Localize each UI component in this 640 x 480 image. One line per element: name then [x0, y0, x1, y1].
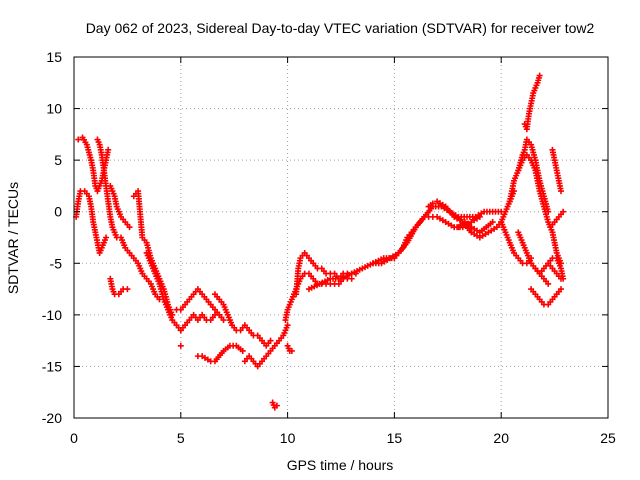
- series-trace-d: [107, 182, 133, 231]
- data-point: [560, 275, 567, 282]
- x-tick-label: 20: [493, 430, 509, 446]
- series-trace-a: [73, 188, 110, 256]
- data-point: [220, 317, 227, 324]
- data-point: [429, 200, 436, 207]
- data-point: [126, 224, 133, 231]
- data-markers: [73, 72, 567, 411]
- y-tick-label: 5: [54, 152, 62, 168]
- y-tick-label: -15: [42, 358, 62, 374]
- data-point: [284, 322, 291, 329]
- series-trace-c: [94, 136, 120, 241]
- x-tick-label: 25: [600, 430, 616, 446]
- series-trace-p: [284, 342, 295, 354]
- y-tick-label: -5: [50, 255, 63, 271]
- y-axis-title: SDTVAR / TECUs: [5, 182, 21, 294]
- data-point: [177, 342, 184, 349]
- data-point: [273, 402, 280, 409]
- grid-lines: [74, 57, 608, 418]
- series-trace-g: [130, 188, 176, 318]
- data-point: [75, 136, 82, 143]
- series-trace-z: [521, 72, 543, 133]
- series-trace-v: [455, 219, 496, 236]
- plot-frame: [73, 56, 609, 419]
- data-point: [558, 188, 565, 195]
- x-axis-title: GPS time / hours: [287, 457, 394, 473]
- data-point: [560, 208, 567, 215]
- data-point: [558, 286, 565, 293]
- series-trace-i: [173, 286, 227, 324]
- series-trace-ae: [549, 146, 565, 195]
- series-trace-f: [117, 234, 163, 303]
- data-point: [288, 347, 295, 354]
- series-trace-k: [211, 291, 274, 349]
- series-trace-t: [370, 203, 505, 267]
- series-trace-e: [107, 275, 131, 298]
- x-tick-label: 15: [387, 430, 403, 446]
- data-point: [348, 275, 355, 282]
- data-point: [536, 72, 543, 79]
- y-tick-label: 0: [54, 204, 62, 220]
- series-trace-h: [143, 249, 184, 334]
- data-point: [105, 146, 112, 153]
- y-tick-label: -20: [42, 410, 62, 426]
- data-point: [267, 337, 274, 344]
- x-tick-labels: 0 5 10 15 20 25: [70, 430, 616, 446]
- y-tick-labels: -20 -15 -10 -5 0 5 10 15: [42, 49, 62, 426]
- data-point: [103, 234, 110, 241]
- series-trace-ac: [532, 260, 565, 282]
- y-tick-label: 10: [46, 101, 62, 117]
- y-tick-label: -10: [42, 307, 62, 323]
- data-point: [545, 280, 552, 287]
- series-trace-l: [194, 342, 246, 365]
- series-trace-o: [177, 342, 184, 349]
- series-trace-y: [515, 136, 552, 215]
- y-tick-label: 15: [46, 49, 62, 65]
- data-point: [489, 219, 496, 226]
- series-trace-n: [269, 399, 280, 411]
- data-point: [124, 286, 131, 293]
- data-point: [216, 311, 223, 318]
- series-trace-af: [547, 208, 567, 231]
- x-tick-label: 0: [70, 430, 78, 446]
- series-trace-j: [177, 311, 223, 334]
- series-trace-m: [241, 322, 291, 370]
- data-point: [239, 347, 246, 354]
- chart-title: Day 062 of 2023, Sidereal Day-to-day VTE…: [86, 20, 595, 36]
- x-tick-label: 10: [280, 430, 296, 446]
- series-trace-ab: [528, 286, 565, 308]
- series-trace-ad: [545, 255, 567, 282]
- data-point: [545, 208, 552, 215]
- axis-ticks: [73, 56, 609, 419]
- x-tick-label: 5: [177, 430, 185, 446]
- series-trace-w: [498, 219, 535, 267]
